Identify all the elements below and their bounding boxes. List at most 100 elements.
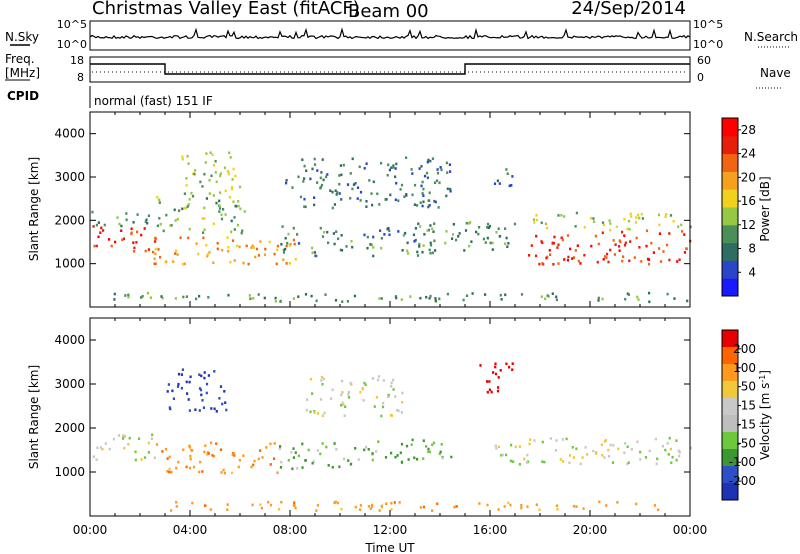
data-cell	[234, 174, 237, 178]
data-cell	[583, 225, 586, 229]
data-cell	[520, 506, 523, 510]
data-cell	[321, 414, 324, 418]
data-cell	[140, 296, 143, 299]
data-cell	[525, 461, 528, 464]
data-cell	[311, 461, 314, 465]
data-cell	[582, 507, 585, 510]
data-cell	[147, 248, 150, 251]
data-cell	[528, 442, 531, 446]
power-colorbar: 4 8 12 16 20 24 28	[721, 117, 756, 297]
data-cell	[285, 262, 288, 265]
data-cell	[506, 245, 509, 248]
data-cell	[627, 293, 630, 296]
data-cell	[158, 201, 161, 204]
data-cell	[390, 508, 393, 511]
data-cell	[629, 212, 632, 216]
colorbar-swatch	[722, 381, 738, 399]
data-cell	[557, 214, 560, 217]
data-cell	[488, 224, 491, 228]
colorbar-tick-label: 100	[733, 361, 756, 375]
data-cell	[191, 449, 194, 452]
data-cell	[486, 390, 489, 394]
data-cell	[320, 183, 324, 187]
data-cell	[169, 407, 172, 411]
data-cell	[333, 242, 336, 246]
data-cell	[378, 509, 381, 512]
data-cell	[219, 385, 223, 388]
data-cell	[440, 168, 443, 172]
x-tick-label: 08:00	[273, 523, 308, 537]
data-cell	[220, 213, 223, 217]
data-cell	[372, 180, 375, 184]
data-cell	[579, 462, 582, 466]
data-cell	[206, 253, 209, 256]
data-cell	[95, 223, 98, 227]
data-cell	[296, 467, 299, 470]
data-cell	[552, 263, 555, 266]
data-cell	[677, 449, 680, 453]
data-cell	[437, 206, 440, 209]
data-cell	[235, 204, 238, 208]
data-cell	[648, 291, 651, 295]
data-cell	[594, 234, 597, 238]
data-cell	[336, 501, 339, 505]
data-cell	[291, 186, 294, 189]
data-cell	[612, 444, 615, 447]
data-cell	[446, 187, 449, 191]
data-cell	[380, 246, 383, 250]
data-cell	[141, 295, 144, 298]
data-cell	[215, 410, 218, 413]
data-cell	[237, 204, 240, 208]
data-cell	[292, 238, 295, 242]
data-cell	[213, 370, 216, 373]
data-cell	[358, 165, 361, 169]
data-cell	[331, 190, 334, 194]
data-cell	[371, 203, 374, 207]
data-cell	[600, 443, 603, 447]
data-cell	[664, 215, 667, 219]
data-cell	[505, 362, 508, 366]
data-cell	[581, 456, 584, 459]
data-cell	[491, 241, 494, 245]
data-cell	[177, 382, 180, 386]
data-cell	[185, 295, 188, 298]
power-yticks: 1000 2000 3000 4000	[54, 127, 690, 271]
data-cell	[195, 242, 198, 245]
data-cell	[321, 442, 324, 445]
data-cell	[418, 245, 421, 248]
data-cell	[607, 448, 610, 452]
data-cell	[538, 508, 541, 512]
data-cell	[551, 242, 554, 245]
data-cell	[655, 462, 658, 466]
data-cell	[103, 223, 106, 227]
data-cell	[362, 399, 365, 402]
data-cell	[366, 235, 369, 239]
data-cell	[561, 238, 564, 242]
data-cell	[541, 262, 544, 265]
data-cell	[653, 504, 656, 507]
data-cell	[359, 390, 362, 394]
data-cell	[207, 452, 210, 455]
data-cell	[334, 189, 337, 192]
colorbar-tick-label: 20	[741, 170, 756, 184]
data-cell	[222, 468, 225, 472]
data-cell	[182, 448, 185, 452]
data-cell	[174, 252, 177, 255]
data-cell	[637, 298, 640, 301]
data-cell	[316, 181, 319, 184]
data-cell	[609, 248, 612, 252]
data-cell	[206, 254, 209, 258]
nsearch-tick-top: 10^5	[693, 18, 723, 31]
data-cell	[645, 229, 649, 233]
data-cell	[154, 240, 157, 243]
data-cell	[332, 232, 335, 235]
data-cell	[371, 458, 374, 462]
data-cell	[347, 393, 350, 396]
data-cell	[303, 164, 306, 168]
data-cell	[689, 446, 692, 450]
data-cell	[666, 442, 669, 445]
data-cell	[309, 410, 312, 414]
data-cell	[544, 222, 548, 226]
data-cell	[387, 163, 390, 167]
data-cell	[388, 229, 391, 233]
